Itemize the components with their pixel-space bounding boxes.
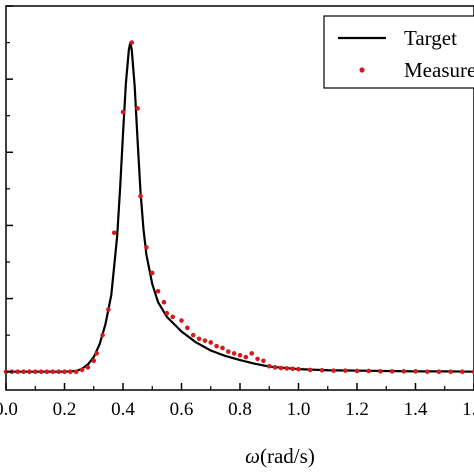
data-point-measured [272, 365, 278, 370]
data-point-measured [155, 288, 161, 294]
data-point-measured [460, 369, 465, 375]
data-point-measured [120, 109, 126, 115]
data-point-measured [343, 368, 348, 373]
data-point-measured [21, 369, 26, 375]
x-tick-label: 1.4 [404, 399, 428, 420]
x-axis-ticks: 0.0 0.2 0.4 0.6 0.8 1.0 1.2 1.4 1.6 [0, 383, 474, 420]
data-point-measured [161, 299, 167, 305]
data-point-measured [149, 270, 155, 276]
data-point-measured [94, 351, 99, 356]
data-point-measured [208, 340, 214, 345]
x-tick-label: 1.2 [345, 399, 369, 420]
data-point-measured [226, 349, 231, 354]
data-point-measured [231, 351, 237, 356]
data-point-measured [261, 358, 266, 364]
legend-label: Measured [404, 58, 474, 82]
data-point-measured [185, 325, 190, 331]
data-point-measured [296, 366, 301, 372]
data-point-measured [85, 365, 91, 370]
data-point-measured [413, 369, 418, 374]
data-point-measured [243, 354, 249, 360]
data-point-measured [91, 358, 97, 364]
data-point-measured [138, 193, 143, 199]
data-point-measured [179, 318, 184, 323]
data-point-measured [448, 369, 453, 375]
data-point-measured [68, 369, 73, 375]
data-point-measured [129, 40, 135, 45]
data-point-measured [307, 367, 313, 373]
data-point-measured [389, 369, 395, 374]
data-point-measured [401, 369, 407, 374]
data-point-measured [319, 367, 325, 373]
data-point-measured [471, 369, 474, 375]
data-point-measured [190, 332, 196, 338]
data-point-measured [214, 343, 219, 349]
data-point-measured [38, 369, 44, 375]
data-point-measured [196, 336, 202, 342]
data-point-measured [144, 245, 149, 250]
data-point-measured [202, 338, 208, 343]
data-point-measured [27, 369, 32, 375]
data-point-measured [50, 369, 56, 375]
data-point-measured [366, 368, 372, 374]
data-point-measured [266, 363, 272, 369]
data-point-measured [284, 366, 290, 371]
data-point-measured [170, 314, 176, 320]
x-axis-label-unit: (rad/s) [260, 444, 315, 468]
data-point-measured [220, 345, 225, 351]
data-point-measured [255, 356, 260, 362]
x-axis-label-symbol: ω [245, 444, 260, 468]
data-point-measured [378, 369, 383, 374]
data-point-measured [290, 366, 295, 372]
x-tick-label: 1.0 [287, 399, 311, 420]
x-tick-label: 0.8 [228, 399, 252, 420]
data-point-measured [62, 369, 67, 375]
x-tick-label: 1.6 [462, 399, 474, 420]
data-point-measured [278, 365, 284, 371]
data-point-measured [249, 351, 254, 356]
x-tick-label: 0.4 [111, 399, 135, 420]
legend-label: Target [404, 26, 457, 50]
data-point-measured [237, 352, 243, 358]
data-point-measured [424, 369, 430, 375]
data-point-measured [354, 368, 360, 374]
data-point-measured [56, 369, 61, 375]
y-axis-ticks [6, 5, 13, 373]
data-point-measured [106, 307, 111, 312]
data-point-measured [32, 369, 38, 375]
data-point-measured [331, 368, 336, 373]
data-point-measured [111, 230, 117, 236]
legend-box [323, 15, 474, 89]
legend: Target Measured [323, 15, 474, 89]
data-point-measured [73, 369, 79, 375]
data-point-measured [100, 332, 105, 338]
data-point-measured [164, 310, 170, 316]
x-tick-label: 0.6 [170, 399, 194, 420]
x-axis-label: ω(rad/s) [245, 444, 315, 468]
data-point-measured [44, 369, 50, 375]
data-point-measured [135, 106, 140, 111]
data-point-measured [79, 367, 85, 373]
x-tick-label: 0.0 [0, 399, 18, 420]
x-tick-label: 0.2 [53, 399, 77, 420]
legend-swatch-marker [359, 67, 365, 73]
series-line-target [6, 41, 474, 373]
data-point-measured [436, 369, 442, 375]
data-point-measured [15, 369, 20, 375]
